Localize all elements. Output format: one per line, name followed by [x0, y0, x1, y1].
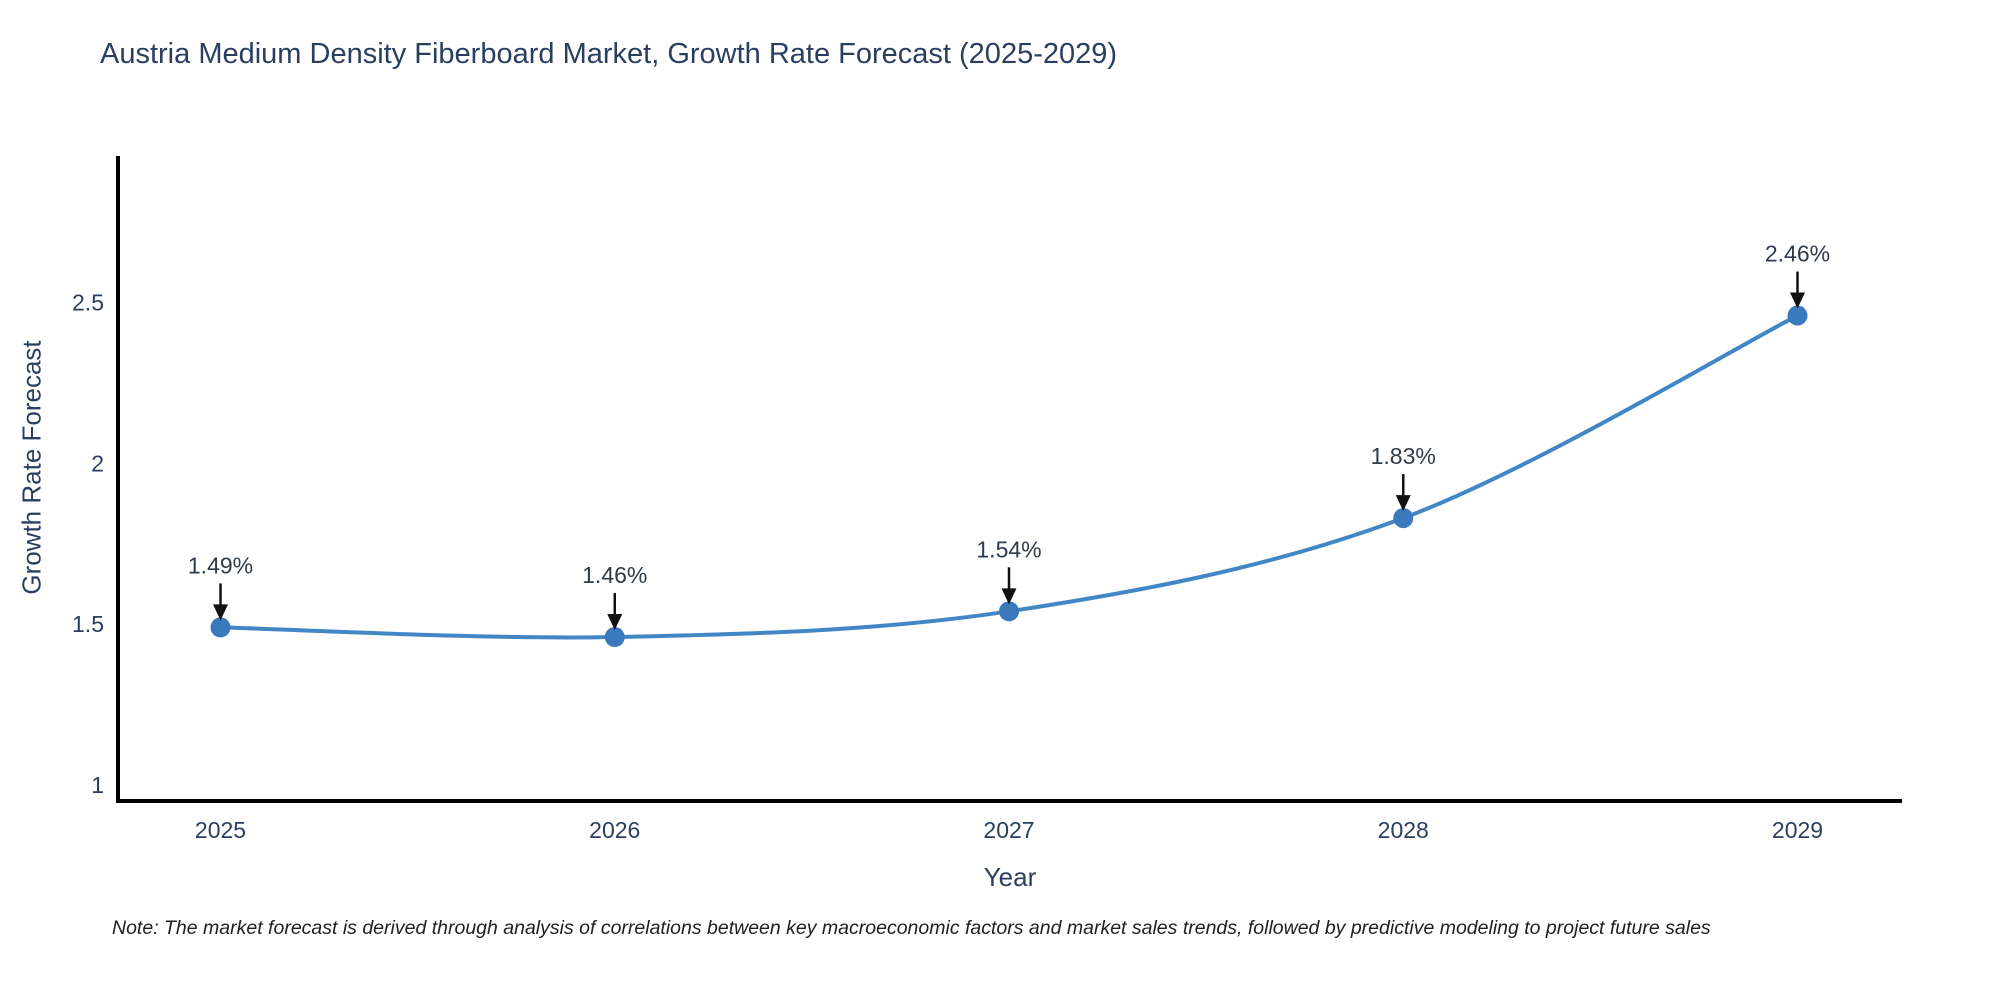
y-tick-label: 1.5	[72, 611, 104, 637]
point-annotation: 1.83%	[1371, 443, 1436, 469]
chart-title: Austria Medium Density Fiberboard Market…	[100, 38, 1118, 70]
data-point	[1787, 305, 1808, 326]
x-tick-label: 2028	[1378, 817, 1429, 843]
point-annotation: 2.46%	[1765, 241, 1830, 267]
point-annotation: 1.49%	[188, 552, 253, 578]
x-tick-label: 2025	[195, 817, 246, 843]
data-point	[999, 601, 1019, 622]
annotation-arrowhead-icon	[607, 614, 623, 631]
y-tick-label: 1	[91, 772, 104, 798]
annotation-arrowhead-icon	[1789, 292, 1805, 309]
data-point	[604, 627, 625, 648]
annotation-arrowhead-icon	[1395, 495, 1411, 512]
x-tick-label: 2026	[589, 817, 640, 843]
data-point	[1393, 508, 1414, 529]
point-annotation: 1.54%	[976, 536, 1041, 562]
y-tick-label: 2.5	[72, 290, 104, 316]
annotation-arrowhead-icon	[213, 604, 229, 621]
y-tick-label: 2	[91, 450, 104, 476]
annotation-arrowhead-icon	[1001, 588, 1017, 605]
x-tick-label: 2029	[1772, 817, 1823, 843]
point-annotation: 1.46%	[582, 562, 647, 588]
data-point	[210, 617, 231, 638]
x-tick-label: 2027	[983, 817, 1034, 843]
x-axis-title: Year	[983, 862, 1037, 892]
footnote: Note: The market forecast is derived thr…	[112, 917, 1711, 939]
